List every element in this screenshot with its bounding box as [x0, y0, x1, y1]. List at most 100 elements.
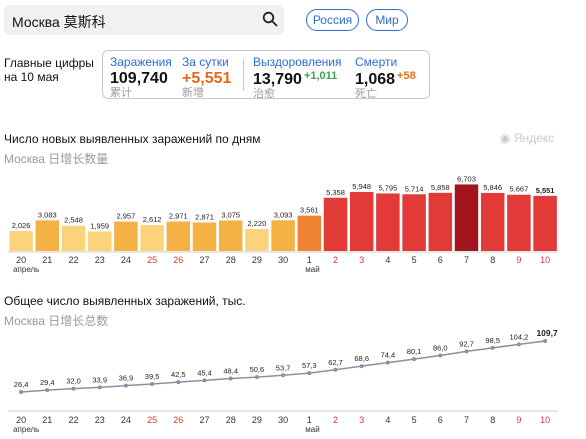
- bar: [9, 230, 33, 251]
- x-tick-label: 23: [95, 255, 105, 265]
- data-point: [464, 349, 469, 354]
- x-tick-label: 29: [252, 255, 262, 265]
- bar: [35, 220, 60, 251]
- data-point: [202, 378, 207, 383]
- bar-data-label: 2,220: [248, 219, 267, 228]
- bar-chart-subtitle: Москва 日增长数量: [4, 152, 109, 166]
- yandex-watermark: ◉ Яндекс: [500, 131, 555, 145]
- main-figures-title: Главные цифры: [4, 56, 94, 70]
- bar: [533, 195, 557, 251]
- stats-divider: [243, 59, 244, 91]
- data-point: [254, 375, 259, 380]
- data-point: [490, 345, 495, 350]
- bar-data-label: 2,026: [12, 221, 31, 230]
- bar-data-label: 5,948: [352, 182, 371, 191]
- bar: [87, 231, 112, 251]
- x-tick-label: 5: [412, 415, 417, 425]
- x-tick-label: 9: [516, 255, 521, 265]
- x-tick-label: 27: [199, 415, 209, 425]
- x-tick-label: 21: [42, 255, 52, 265]
- x-tick-label: 22: [68, 415, 78, 425]
- x-tick-label: 22: [68, 255, 78, 265]
- stat-daily: За сутки +5,551 新增: [182, 55, 231, 99]
- bar: [323, 197, 348, 251]
- point-data-label: 42,5: [171, 370, 186, 379]
- point-data-label: 104,2: [510, 332, 529, 341]
- x-tick-label: 1: [307, 415, 312, 425]
- point-data-label: 33,9: [92, 375, 107, 384]
- stat-deaths-value-row: 1,068 +58: [355, 70, 416, 89]
- data-point: [359, 364, 364, 369]
- point-data-label: 39,5: [145, 372, 160, 381]
- world-button[interactable]: Мир: [366, 9, 408, 31]
- bar-data-label: 5,858: [431, 183, 450, 192]
- stat-recovered-value-row: 13,790 +1,011: [253, 70, 342, 89]
- data-point: [228, 376, 233, 381]
- bar-data-label: 5,714: [405, 184, 424, 193]
- bar-data-label: 6,703: [457, 174, 476, 183]
- x-tick-label: 8: [490, 415, 495, 425]
- main-figures-date: на 10 мая: [4, 70, 59, 84]
- point-data-label: 29,4: [40, 378, 55, 387]
- data-point: [543, 339, 548, 343]
- data-point: [385, 360, 390, 365]
- search-box[interactable]: Москва 莫斯科: [4, 5, 284, 35]
- x-tick-label: 6: [438, 415, 443, 425]
- stat-deaths-value: 1,068: [355, 71, 396, 88]
- search-input[interactable]: Москва 莫斯科: [12, 14, 106, 30]
- bar-data-label: 3,561: [300, 206, 319, 215]
- x-tick-label: 2: [333, 415, 338, 425]
- bar: [454, 184, 479, 251]
- russia-button[interactable]: Россия: [306, 9, 359, 31]
- bar-data-label: 5,667: [510, 185, 529, 194]
- point-data-label: 74,4: [381, 351, 396, 360]
- x-tick-label: 21: [42, 415, 52, 425]
- stat-recovered: Выздоровления 13,790 +1,011 治愈: [253, 55, 342, 100]
- stat-recovered-label: Выздоровления: [253, 55, 342, 69]
- x-tick-label: 28: [226, 415, 236, 425]
- x-month-label: апрель: [13, 265, 39, 274]
- bar: [271, 220, 295, 251]
- point-data-label: 48,4: [223, 367, 238, 376]
- point-data-label: 62,7: [328, 358, 343, 367]
- x-tick-label: 8: [490, 255, 495, 265]
- x-tick-label: 30: [278, 415, 288, 425]
- point-data-label: 80,1: [407, 347, 422, 356]
- data-point: [307, 371, 312, 376]
- bar-data-label: 2,957: [117, 212, 136, 221]
- bar: [192, 222, 217, 251]
- bar: [428, 192, 453, 251]
- point-data-label: 32,0: [66, 377, 81, 386]
- x-tick-label: 10: [540, 255, 550, 265]
- bar-data-label: 5,551: [536, 186, 555, 195]
- x-tick-label: 29: [252, 415, 262, 425]
- x-tick-label: 3: [359, 415, 364, 425]
- data-point: [412, 357, 417, 362]
- bar-data-label: 5,358: [326, 188, 345, 197]
- point-data-label: 36,9: [119, 374, 134, 383]
- x-tick-label: 24: [121, 255, 131, 265]
- line-chart-subtitle: Москва 日增长总数: [4, 314, 109, 328]
- search-icon[interactable]: [262, 11, 278, 27]
- x-tick-label: 25: [147, 255, 157, 265]
- bar: [376, 193, 400, 251]
- data-point: [123, 383, 128, 388]
- bar: [114, 221, 138, 251]
- stat-deaths-sub: 死亡: [355, 88, 377, 100]
- bar: [166, 221, 191, 251]
- point-data-label: 26,4: [14, 380, 29, 389]
- point-data-label: 92,7: [459, 339, 474, 348]
- x-tick-label: 4: [385, 415, 390, 425]
- data-point: [333, 367, 338, 372]
- line-chart-title: Общее число выявленных заражений, тыс.: [4, 294, 246, 308]
- stat-infected: Заражения 109,740 累计: [110, 55, 172, 99]
- point-data-label: 86,0: [433, 344, 448, 353]
- x-tick-label: 7: [464, 255, 469, 265]
- x-tick-label: 24: [121, 415, 131, 425]
- bar: [507, 194, 531, 251]
- bar-data-label: 5,846: [483, 183, 502, 192]
- data-point: [516, 342, 521, 347]
- watermark-text: Яндекс: [513, 131, 555, 145]
- main-figures-caption: Главные цифры на 10 мая: [4, 56, 94, 84]
- bar: [349, 191, 374, 251]
